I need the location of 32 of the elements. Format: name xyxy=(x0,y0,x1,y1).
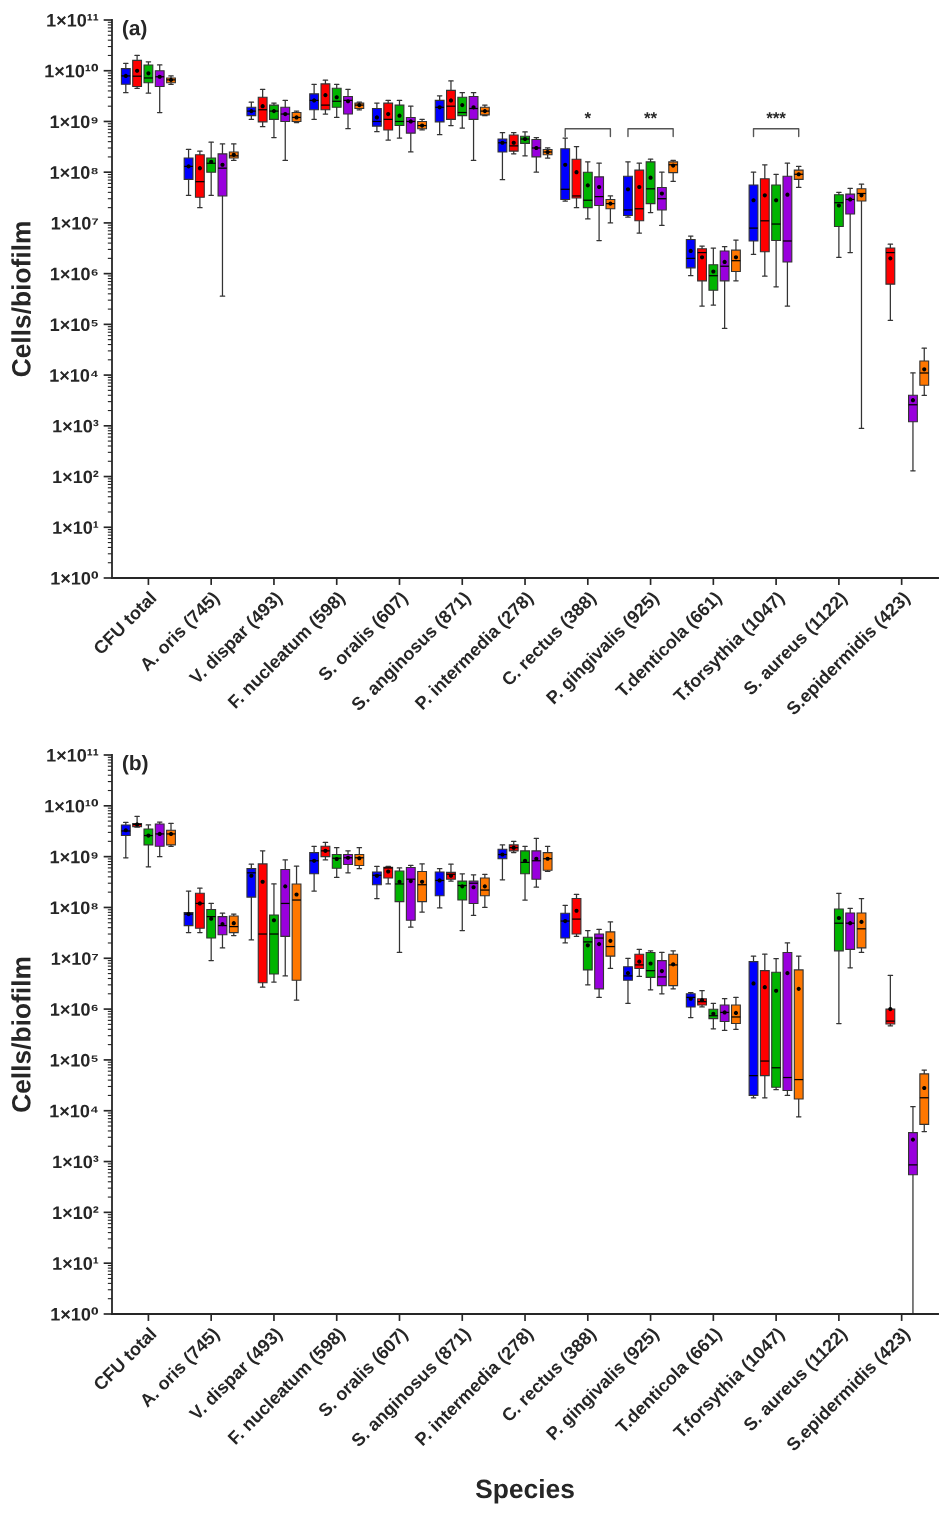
y-tick-label: 1×10⁵ xyxy=(50,1053,98,1067)
y-tick-label: 1×10¹ xyxy=(53,1257,99,1270)
annotation: * xyxy=(584,112,592,119)
chart-title: (b) xyxy=(122,755,148,775)
y-tick-label: 1×10⁴ xyxy=(50,369,98,382)
y-tick-label: 1×10³ xyxy=(53,419,99,433)
y-tick-label: 1×10⁶ xyxy=(50,267,98,281)
y-tick-label: 1×10⁸ xyxy=(50,166,98,179)
annotation: ** xyxy=(644,112,658,119)
y-axis-title: Cells/biofilm xyxy=(11,957,31,1112)
y-tick-label: 1×10¹⁰ xyxy=(45,798,99,813)
x-axis-title: Species xyxy=(475,1478,574,1504)
y-tick-label: 1×10⁰ xyxy=(51,1307,99,1321)
chart-title: (a) xyxy=(122,20,147,40)
y-tick-label: 1×10⁶ xyxy=(50,1003,98,1016)
y-tick-label: 1×10¹¹ xyxy=(47,748,99,762)
y-tick-label: 1×10⁸ xyxy=(50,901,98,915)
y-tick-label: 1×10¹⁰ xyxy=(45,63,99,78)
y-axis-title: Cells/biofilm xyxy=(11,222,31,377)
y-tick-label: 1×10² xyxy=(53,1206,99,1220)
y-tick-label: 1×10⁹ xyxy=(50,115,98,129)
y-tick-label: 1×10³ xyxy=(53,1155,99,1169)
y-tick-label: 1×10⁵ xyxy=(50,318,98,332)
y-tick-label: 1×10² xyxy=(53,470,99,484)
y-tick-label: 1×10⁹ xyxy=(50,850,98,864)
y-tick-label: 1×10¹ xyxy=(53,521,99,534)
y-tick-label: 1×10⁷ xyxy=(51,952,99,965)
y-tick-label: 1×10¹¹ xyxy=(47,13,99,27)
annotation: *** xyxy=(766,112,786,119)
y-tick-label: 1×10⁷ xyxy=(51,216,99,230)
y-tick-label: 1×10⁴ xyxy=(50,1104,98,1118)
y-tick-label: 1×10⁰ xyxy=(51,571,99,585)
